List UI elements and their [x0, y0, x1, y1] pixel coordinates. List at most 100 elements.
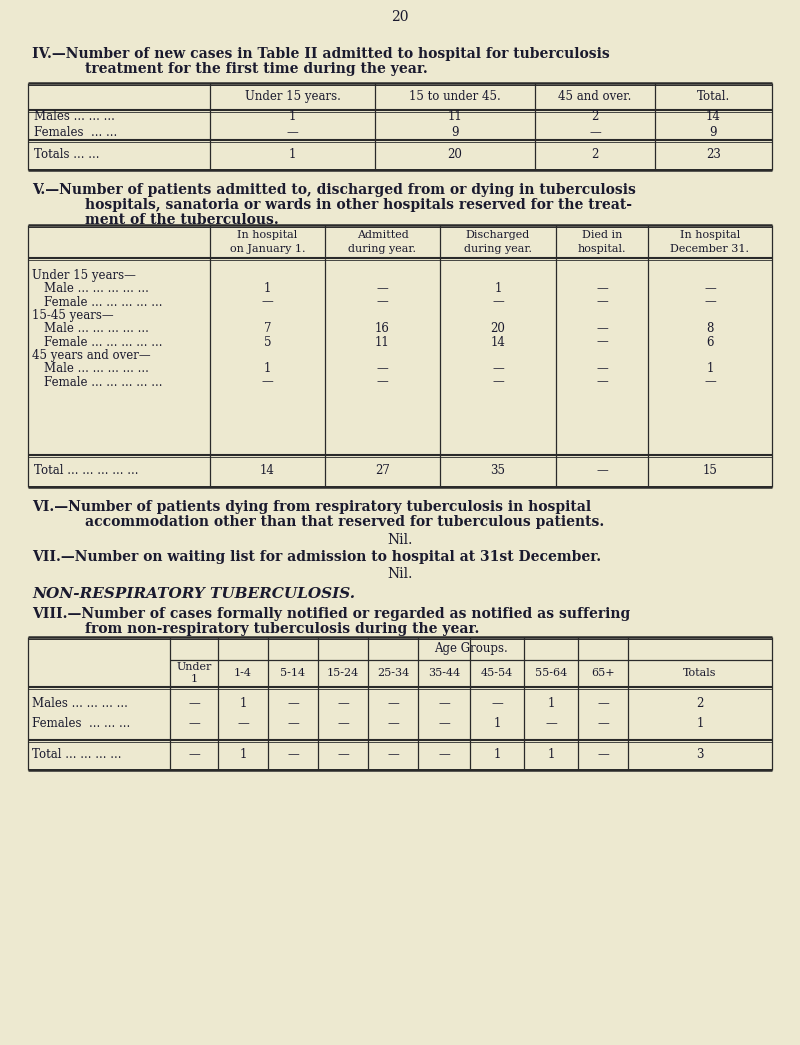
Text: 1: 1: [239, 748, 246, 762]
Text: —: —: [287, 748, 299, 762]
Text: 1: 1: [494, 282, 502, 296]
Text: 20: 20: [447, 148, 462, 162]
Text: 1: 1: [547, 697, 554, 710]
Text: —: —: [492, 363, 504, 375]
Text: —: —: [262, 375, 274, 389]
Text: 2: 2: [591, 111, 598, 123]
Text: Under 15 years.: Under 15 years.: [245, 90, 341, 103]
Text: —: —: [237, 717, 249, 730]
Text: 1-4: 1-4: [234, 669, 252, 678]
Text: —: —: [337, 748, 349, 762]
Text: 1: 1: [494, 748, 501, 762]
Text: 6: 6: [706, 335, 714, 348]
Text: —: —: [596, 464, 608, 478]
Text: 15 to under 45.: 15 to under 45.: [409, 90, 501, 103]
Text: 1: 1: [696, 717, 704, 730]
Text: —: —: [596, 335, 608, 348]
Text: 14: 14: [260, 464, 275, 478]
Text: 3: 3: [696, 748, 704, 762]
Text: —: —: [492, 375, 504, 389]
Text: 45 and over.: 45 and over.: [558, 90, 632, 103]
Text: —: —: [438, 697, 450, 710]
Text: on January 1.: on January 1.: [230, 243, 306, 254]
Text: VI.—Number of patients dying from respiratory tuberculosis in hospital: VI.—Number of patients dying from respir…: [32, 500, 591, 514]
Text: In hospital: In hospital: [680, 230, 740, 239]
Text: —: —: [387, 697, 399, 710]
Text: VII.—Number on waiting list for admission to hospital at 31st December.: VII.—Number on waiting list for admissio…: [32, 550, 601, 564]
Text: —: —: [287, 717, 299, 730]
Text: —: —: [438, 748, 450, 762]
Text: 55-64: 55-64: [535, 669, 567, 678]
Text: Total ... ... ... ... ...: Total ... ... ... ... ...: [34, 464, 138, 478]
Text: 15-24: 15-24: [327, 669, 359, 678]
Text: 14: 14: [706, 111, 721, 123]
Text: 7: 7: [264, 323, 271, 335]
Text: Female ... ... ... ... ...: Female ... ... ... ... ...: [44, 296, 162, 308]
Text: —: —: [286, 126, 298, 139]
Text: 1: 1: [547, 748, 554, 762]
Text: —: —: [492, 296, 504, 308]
Text: 1: 1: [264, 282, 271, 296]
Text: —: —: [596, 282, 608, 296]
Text: VIII.—Number of cases formally notified or regarded as notified as suffering: VIII.—Number of cases formally notified …: [32, 607, 630, 621]
Text: Under 15 years—: Under 15 years—: [32, 270, 136, 282]
Text: —: —: [438, 717, 450, 730]
Text: 20: 20: [490, 323, 506, 335]
Text: —: —: [188, 717, 200, 730]
Text: 1: 1: [289, 111, 296, 123]
Text: —: —: [597, 697, 609, 710]
Text: Male ... ... ... ... ...: Male ... ... ... ... ...: [44, 323, 149, 335]
Text: during year.: during year.: [349, 243, 417, 254]
Text: 45-54: 45-54: [481, 669, 513, 678]
Text: December 31.: December 31.: [670, 243, 750, 254]
Text: —: —: [188, 697, 200, 710]
Text: In hospital: In hospital: [238, 230, 298, 239]
Text: 1: 1: [239, 697, 246, 710]
Text: Female ... ... ... ... ...: Female ... ... ... ... ...: [44, 335, 162, 348]
Text: —: —: [589, 126, 601, 139]
Text: Age Groups.: Age Groups.: [434, 642, 508, 655]
Text: Nil.: Nil.: [387, 567, 413, 581]
Text: 27: 27: [375, 464, 390, 478]
Text: 1: 1: [289, 148, 296, 162]
Text: —: —: [704, 375, 716, 389]
Text: —: —: [262, 296, 274, 308]
Text: —: —: [337, 717, 349, 730]
Text: Total.: Total.: [697, 90, 730, 103]
Text: —: —: [287, 697, 299, 710]
Text: 8: 8: [706, 323, 714, 335]
Text: —: —: [545, 717, 557, 730]
Text: Females  ... ... ...: Females ... ... ...: [32, 717, 130, 730]
Text: —: —: [596, 296, 608, 308]
Text: —: —: [596, 375, 608, 389]
Text: hospitals, sanatoria or wards in other hospitals reserved for the treat-: hospitals, sanatoria or wards in other h…: [85, 198, 632, 212]
Text: Totals: Totals: [683, 669, 717, 678]
Text: —: —: [387, 717, 399, 730]
Text: 5-14: 5-14: [281, 669, 306, 678]
Text: Total ... ... ... ...: Total ... ... ... ...: [32, 748, 122, 762]
Text: Male ... ... ... ... ...: Male ... ... ... ... ...: [44, 363, 149, 375]
Text: —: —: [597, 748, 609, 762]
Text: 1: 1: [190, 674, 198, 684]
Text: 35-44: 35-44: [428, 669, 460, 678]
Text: 2: 2: [591, 148, 598, 162]
Text: —: —: [377, 282, 388, 296]
Text: Discharged: Discharged: [466, 230, 530, 239]
Text: 5: 5: [264, 335, 271, 348]
Text: —: —: [387, 748, 399, 762]
Text: Males ... ... ... ...: Males ... ... ... ...: [32, 697, 128, 710]
Text: Male ... ... ... ... ...: Male ... ... ... ... ...: [44, 282, 149, 296]
Text: 11: 11: [448, 111, 462, 123]
Text: 45 years and over—: 45 years and over—: [32, 349, 150, 363]
Text: ment of the tuberculous.: ment of the tuberculous.: [85, 213, 278, 227]
Text: Under: Under: [176, 663, 212, 673]
Text: from non-respiratory tuberculosis during the year.: from non-respiratory tuberculosis during…: [85, 622, 479, 636]
Text: 25-34: 25-34: [377, 669, 409, 678]
Text: —: —: [337, 697, 349, 710]
Text: —: —: [377, 375, 388, 389]
Text: 23: 23: [706, 148, 721, 162]
Text: Totals ... ...: Totals ... ...: [34, 148, 99, 162]
Text: Female ... ... ... ... ...: Female ... ... ... ... ...: [44, 375, 162, 389]
Text: —: —: [597, 717, 609, 730]
Text: accommodation other than that reserved for tuberculous patients.: accommodation other than that reserved f…: [85, 515, 604, 529]
